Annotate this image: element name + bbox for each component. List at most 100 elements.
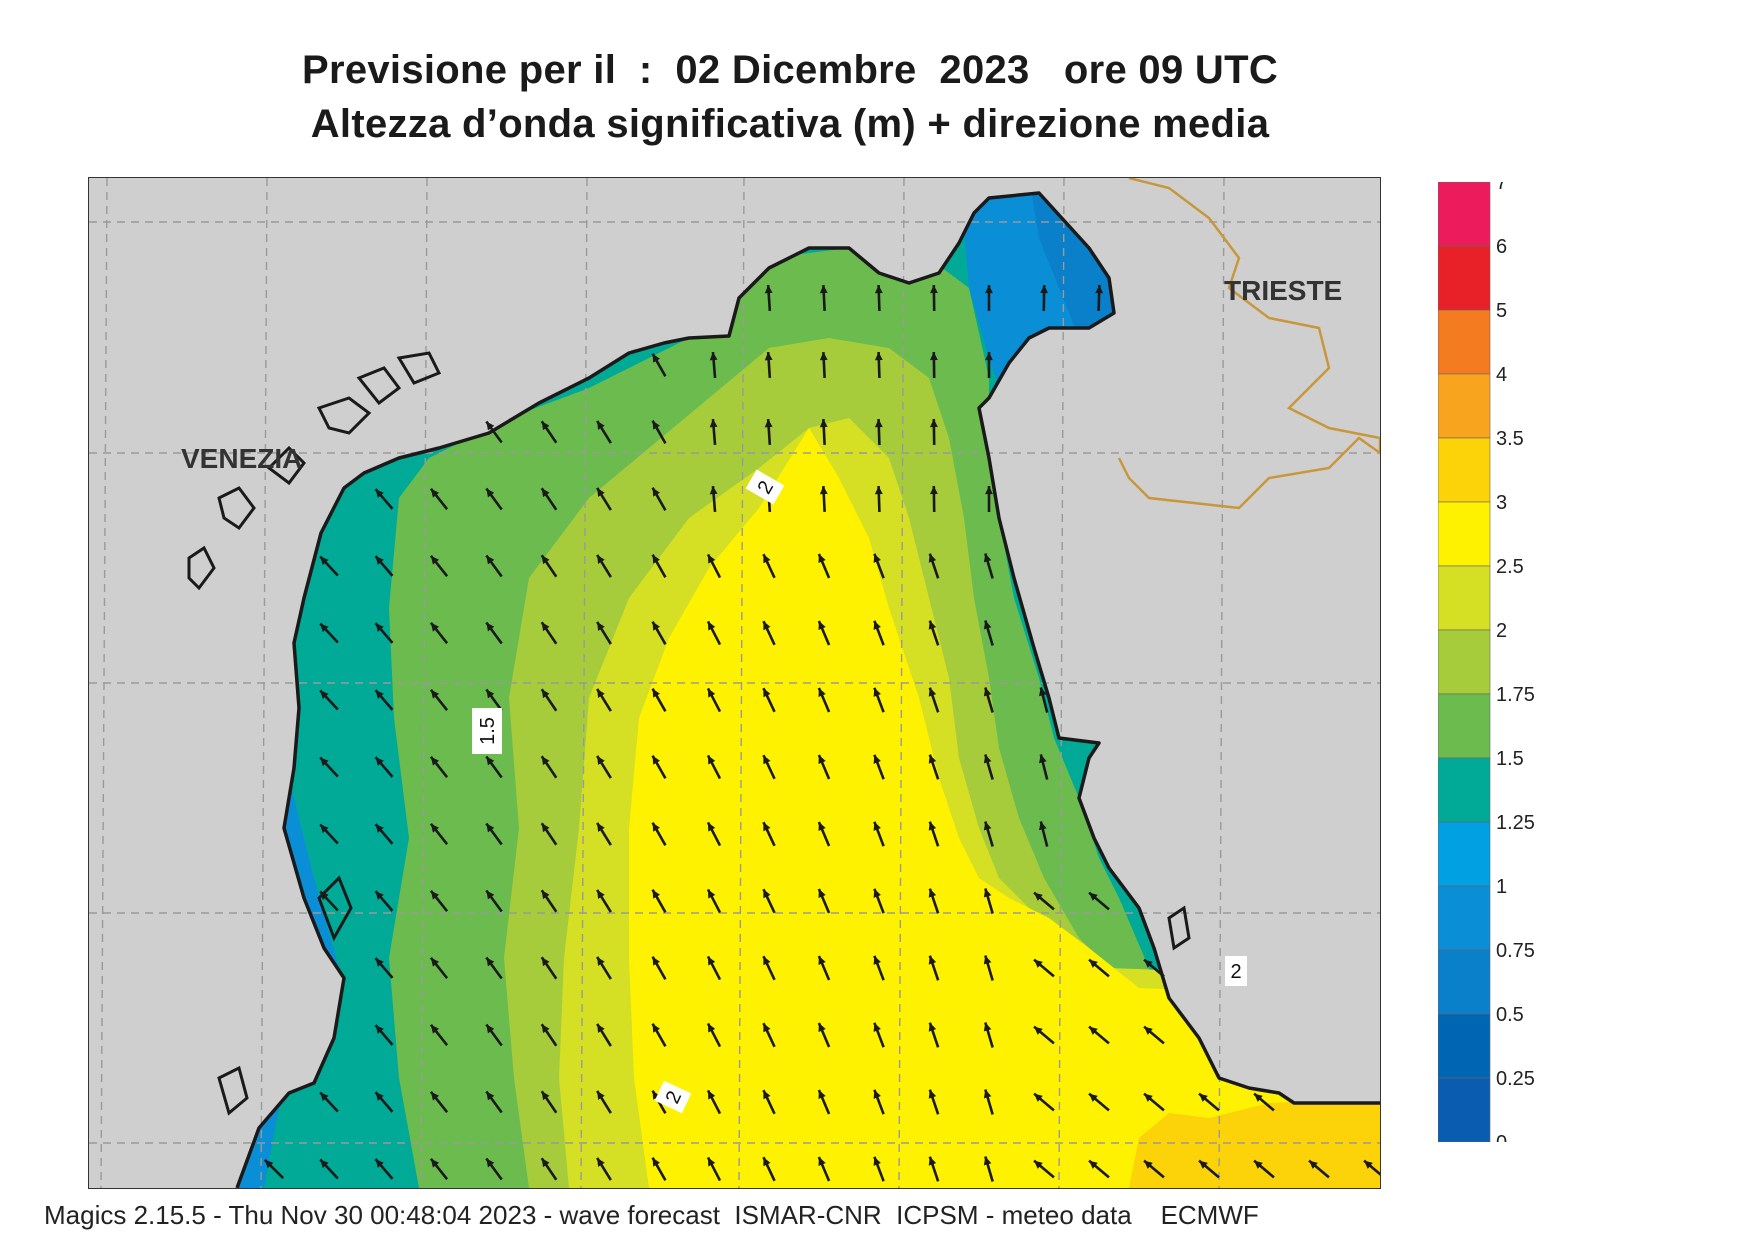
direction-arrowhead — [709, 352, 718, 361]
legend-label: 0.5 — [1496, 1004, 1524, 1026]
lagoon-outlines — [187, 351, 1191, 1116]
direction-arrowhead — [928, 687, 937, 697]
direction-arrowhead — [597, 755, 605, 765]
direction-arrowhead — [264, 1159, 274, 1169]
direction-arrowhead — [486, 1158, 495, 1168]
direction-arrowhead — [652, 1157, 660, 1167]
direction-arrowhead — [708, 1023, 716, 1033]
direction-arrowhead — [430, 622, 440, 632]
direction-arrowhead — [1144, 1026, 1153, 1035]
direction-arrowhead — [486, 689, 495, 699]
legend-label: 1 — [1496, 876, 1507, 898]
direction-arrowhead — [708, 554, 716, 564]
direction-arrowhead — [320, 623, 329, 633]
direction-arrowhead — [818, 755, 826, 765]
direction-arrowhead — [708, 889, 716, 899]
direction-arrowhead — [708, 1090, 716, 1100]
direction-arrowhead — [928, 821, 937, 831]
legend-label: 3.5 — [1496, 428, 1524, 450]
legend-swatch — [1437, 245, 1491, 311]
direction-arrowhead — [597, 1157, 605, 1167]
direction-arrowhead — [375, 690, 384, 699]
direction-arrowhead — [763, 755, 771, 765]
direction-arrowhead — [1199, 1093, 1208, 1102]
direction-arrowhead — [873, 888, 881, 898]
map-grid — [89, 178, 1380, 1188]
direction-arrowhead — [597, 621, 605, 631]
direction-arrowhead — [763, 621, 771, 631]
legend-swatch — [1437, 565, 1491, 631]
contour-label-1-5: 1.5 — [472, 708, 502, 754]
wave-direction-arrows — [263, 284, 1380, 1182]
direction-arrowhead — [1089, 1160, 1098, 1169]
direction-arrowhead — [541, 1158, 550, 1168]
direction-arrowhead — [1095, 285, 1104, 294]
direction-arrowhead — [597, 1090, 605, 1100]
direction-arrowhead — [375, 1025, 384, 1034]
direction-arrowhead — [763, 956, 771, 966]
direction-arrowhead — [983, 888, 992, 898]
direction-arrowhead — [652, 621, 660, 631]
contour-label-2-south: 2 — [654, 1080, 692, 1114]
svg-text:1.5: 1.5 — [477, 717, 499, 745]
direction-arrowhead — [375, 891, 384, 900]
forecast-title: Previsione per il : 02 Dicembre 2023 ore… — [301, 48, 1279, 92]
city-label-trieste: TRIESTE — [1224, 275, 1342, 306]
direction-arrowhead — [597, 822, 605, 832]
legend-label: 4 — [1496, 364, 1507, 386]
direction-arrowhead — [818, 554, 826, 564]
direction-arrowhead — [930, 285, 938, 294]
direction-arrowhead — [652, 755, 660, 765]
direction-arrowhead — [873, 754, 881, 764]
direction-arrowhead — [597, 889, 605, 899]
direction-arrowhead — [985, 486, 993, 495]
direction-arrowhead — [983, 1022, 992, 1032]
direction-arrowhead — [873, 553, 881, 563]
direction-arrowhead — [320, 757, 329, 767]
direction-arrowhead — [430, 488, 440, 498]
direction-arrowhead — [652, 554, 660, 564]
direction-arrowhead — [1144, 1160, 1153, 1169]
direction-arrowhead — [930, 486, 938, 495]
direction-arrowhead — [541, 823, 550, 833]
direction-arrowhead — [818, 1023, 826, 1033]
direction-arrowhead — [818, 1157, 826, 1167]
direction-arrowhead — [930, 419, 938, 428]
direction-arrowhead — [983, 1089, 992, 1099]
direction-arrowhead — [873, 955, 881, 965]
direction-arrowhead — [873, 687, 881, 697]
direction-arrowhead — [873, 1089, 881, 1099]
direction-arrowhead — [652, 688, 660, 698]
legend-label: 0 — [1496, 1132, 1507, 1142]
contour-label-2-east: 2 — [1225, 956, 1247, 986]
legend-swatch — [1437, 885, 1491, 951]
legend-label: 7 — [1496, 182, 1507, 194]
legend-label: 6 — [1496, 236, 1507, 258]
legend-label: 2.5 — [1496, 556, 1524, 578]
direction-arrowhead — [818, 1090, 826, 1100]
direction-arrowhead — [1034, 1093, 1043, 1102]
direction-arrowhead — [430, 890, 440, 900]
coastline — [235, 191, 1380, 1188]
direction-arrowhead — [928, 955, 937, 965]
direction-arrowhead — [928, 888, 937, 898]
direction-arrowhead — [652, 889, 660, 899]
direction-arrowhead — [1039, 687, 1047, 697]
direction-arrowhead — [375, 556, 384, 565]
direction-arrowhead — [874, 285, 883, 294]
direction-arrowhead — [708, 1157, 716, 1167]
legend-swatch — [1437, 181, 1491, 247]
svg-text:2: 2 — [1230, 961, 1241, 983]
direction-arrowhead — [1034, 1160, 1043, 1169]
legend-label: 0.25 — [1496, 1068, 1535, 1090]
legend-label: 1.75 — [1496, 684, 1535, 706]
direction-arrowhead — [818, 889, 826, 899]
direction-arrowhead — [928, 754, 937, 764]
direction-arrowhead — [320, 690, 329, 700]
direction-arrowhead — [928, 1156, 937, 1166]
direction-arrowhead — [375, 489, 384, 498]
direction-arrowhead — [1254, 1093, 1263, 1102]
direction-arrowhead — [928, 1022, 937, 1032]
legend-swatch — [1437, 693, 1491, 759]
direction-arrowhead — [764, 352, 773, 361]
